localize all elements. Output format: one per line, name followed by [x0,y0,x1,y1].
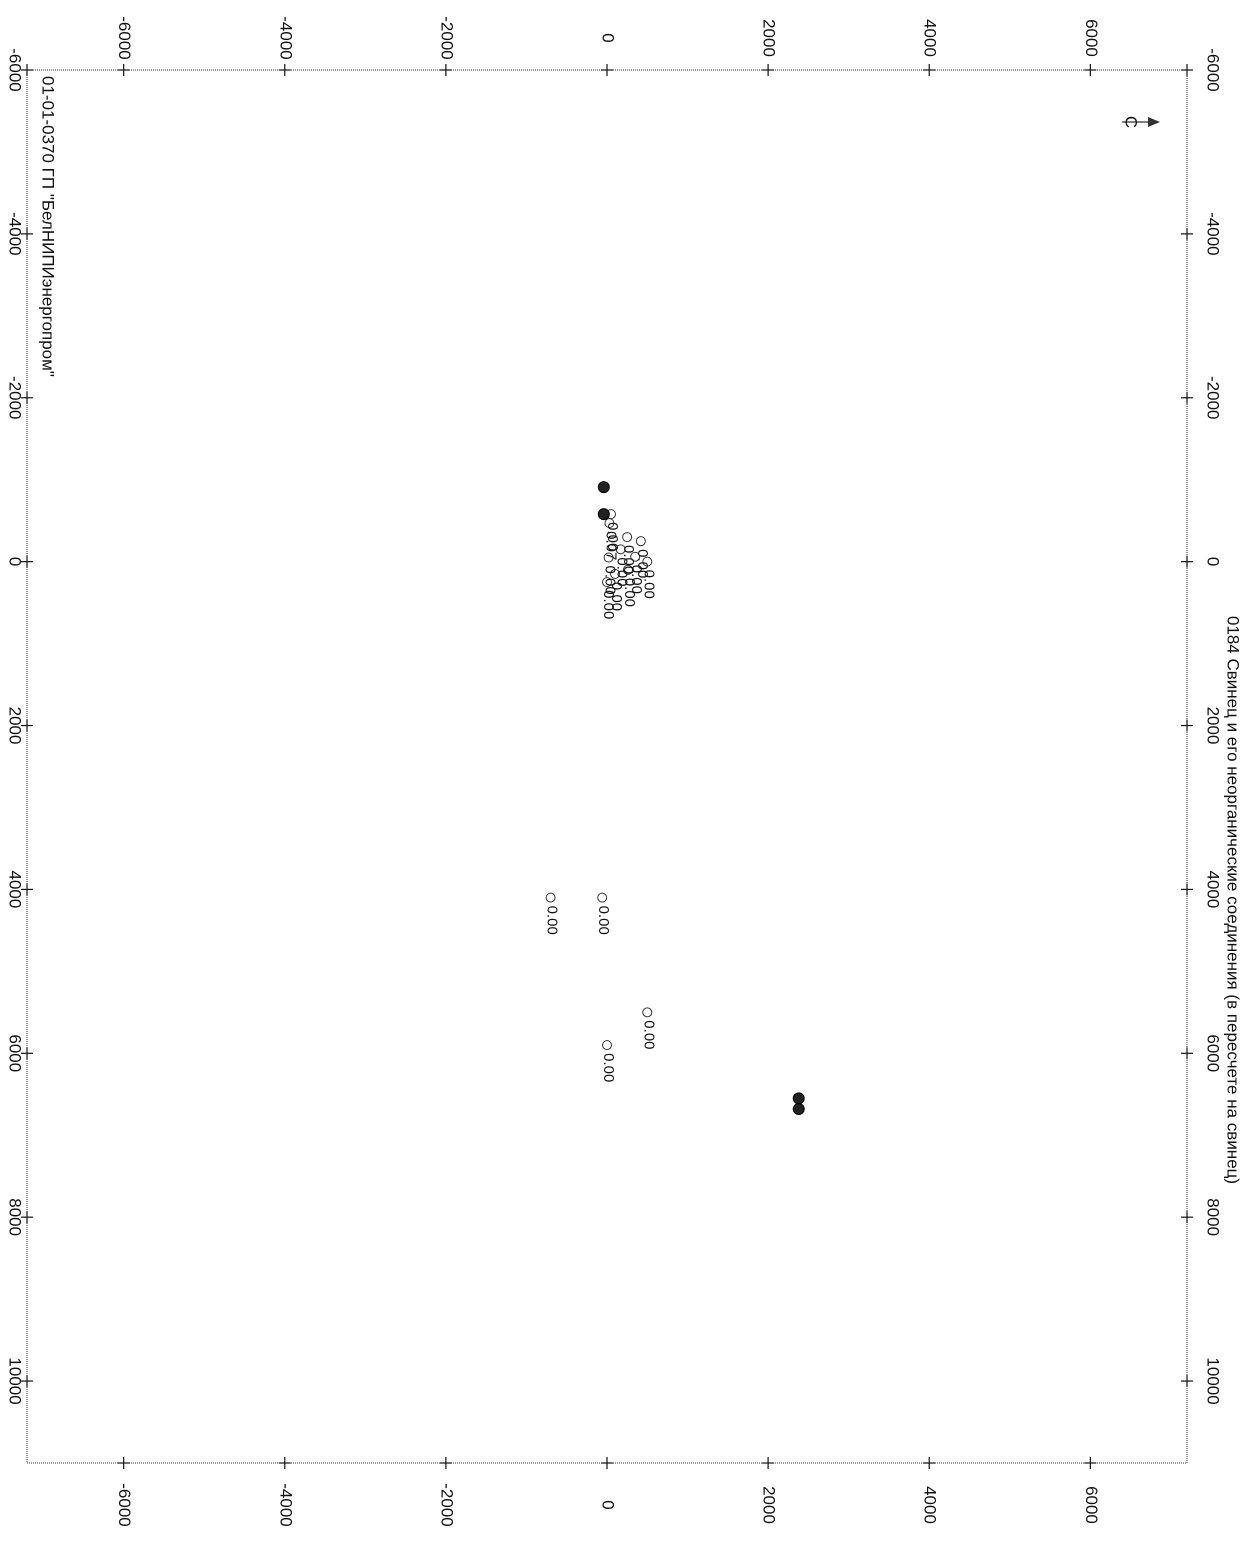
x-tick-label-right: 6000 [1204,1034,1223,1072]
receptor-value-label: 0.00 [621,578,638,607]
receptor-value-label: 0.00 [544,906,561,935]
x-tick-label-right: 2000 [1204,707,1223,745]
y-tick-label-bottom: -4000 [276,1483,295,1526]
source-point [792,1092,805,1105]
x-tick-label-right: 8000 [1204,1198,1223,1236]
y-tick-label-top: 6000 [1082,19,1101,57]
receptor-value-label: 0.07 [602,531,619,560]
receptor-value-label: 0.00 [604,522,621,551]
receptor-value-label: 0.00 [595,906,612,935]
plot-frame [26,69,1188,1464]
receptor-value-label: 0.00 [600,1053,617,1082]
north-arrow-head-icon [1148,117,1160,127]
source-point [792,1103,805,1116]
x-tick-label-left: 8000 [6,1198,25,1236]
source-point [597,508,610,521]
y-tick-label-bottom: 6000 [1082,1486,1101,1524]
receptor-value-label: 0.00 [640,570,657,599]
y-tick-label-bottom: 4000 [921,1486,940,1524]
receptor-point [635,536,646,547]
y-tick-label-bottom: -2000 [437,1483,456,1526]
axis-tick-layer [21,64,1193,1469]
y-tick-label-top: 4000 [921,19,940,57]
y-tick-label-top: 0 [599,33,618,42]
receptor-value-label: 0.00 [600,590,617,619]
receptor-point [602,1040,612,1051]
receptor-point [642,556,653,567]
x-tick-label-right: -2000 [1204,376,1223,419]
x-tick-label-left: 0 [6,557,25,566]
y-tick-label-bottom: 0 [599,1500,618,1509]
receptor-point [604,518,615,529]
chart-title: 0184 Свинец и его неорганические соедине… [1224,616,1243,1184]
receptor-point [603,552,614,563]
plot-frame-layer [26,69,1188,1464]
x-tick-label-left: 6000 [6,1034,25,1072]
receptor-point [597,892,608,903]
source-point [597,481,610,494]
x-tick-label-right: -6000 [1204,48,1223,91]
x-tick-label-left: 10000 [6,1357,25,1404]
x-tick-label-left: -4000 [6,212,25,255]
receptor-point [642,1007,653,1018]
receptor-point [630,551,641,562]
receptor-point [622,532,633,543]
x-tick-label-right: -4000 [1204,212,1223,255]
x-tick-label-right: 10000 [1204,1357,1223,1404]
receptor-point [615,544,626,555]
receptor-point [622,564,633,575]
y-tick-label-top: 2000 [760,19,779,57]
text-layer: -6000 -6000 -4000 -4000 -2000 -2000 0 0 2000 2000… [6,16,1243,1526]
x-tick-label-right: 4000 [1204,870,1223,908]
x-tick-label-left: 2000 [6,707,25,745]
x-tick-label-left: 4000 [6,870,25,908]
x-tick-label-left: -2000 [6,376,25,419]
receptor-value-label: 0.00 [634,549,651,578]
receptor-value-label: 0.00 [628,565,645,594]
y-tick-label-bottom: 2000 [760,1486,779,1524]
x-tick-label-left: -6000 [6,48,25,91]
point-layer [545,117,1160,1116]
receptor-value-label: 0.00 [602,566,619,595]
y-tick-label-top: -4000 [276,16,295,59]
y-tick-label-top: -2000 [437,16,456,59]
receptor-point [545,892,556,903]
north-arrow-label: С [1122,116,1141,128]
receptor-value-label: 0.00 [614,557,631,586]
receptor-point [602,577,612,588]
y-tick-label-bottom: -6000 [115,1483,134,1526]
receptor-value-label: 0.00 [620,545,637,574]
y-tick-label-top: -6000 [115,16,134,59]
x-tick-label-right: 0 [1204,557,1223,566]
receptor-value-label: 0.00 [640,1020,657,1049]
receptor-value-label: 0.00 [608,582,625,611]
chart-footer: 01-01-0370 ГП "БелНИПИэнергопром" [39,76,58,377]
receptor-point [610,568,621,579]
